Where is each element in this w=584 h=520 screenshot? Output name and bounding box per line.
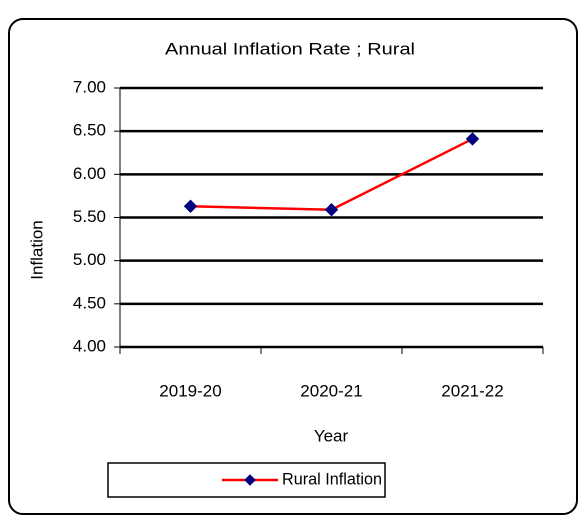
- y-tick-label: 5.00: [73, 250, 106, 269]
- y-tick-label: 6.50: [73, 121, 106, 140]
- y-tick-label: 6.00: [73, 164, 106, 183]
- y-axis-label: Inflation: [27, 220, 46, 280]
- x-tick-label: 2019-20: [159, 381, 221, 400]
- legend-label: Rural Inflation: [282, 469, 382, 488]
- data-point: [465, 132, 480, 146]
- y-tick-label: 4.00: [73, 336, 106, 355]
- x-axis-label: Year: [314, 426, 349, 445]
- y-tick-label: 4.50: [73, 293, 106, 312]
- y-tick-label: 5.50: [73, 207, 106, 226]
- x-tick-label: 2020-21: [300, 381, 362, 400]
- data-point: [183, 199, 198, 213]
- y-tick-label: 7.00: [73, 77, 106, 96]
- data-point: [324, 203, 339, 217]
- x-tick-label: 2021-22: [441, 381, 503, 400]
- chart-frame: [8, 18, 578, 515]
- chart-title: Annual Inflation Rate ; Rural: [165, 39, 415, 58]
- legend-swatch-marker: [244, 474, 256, 486]
